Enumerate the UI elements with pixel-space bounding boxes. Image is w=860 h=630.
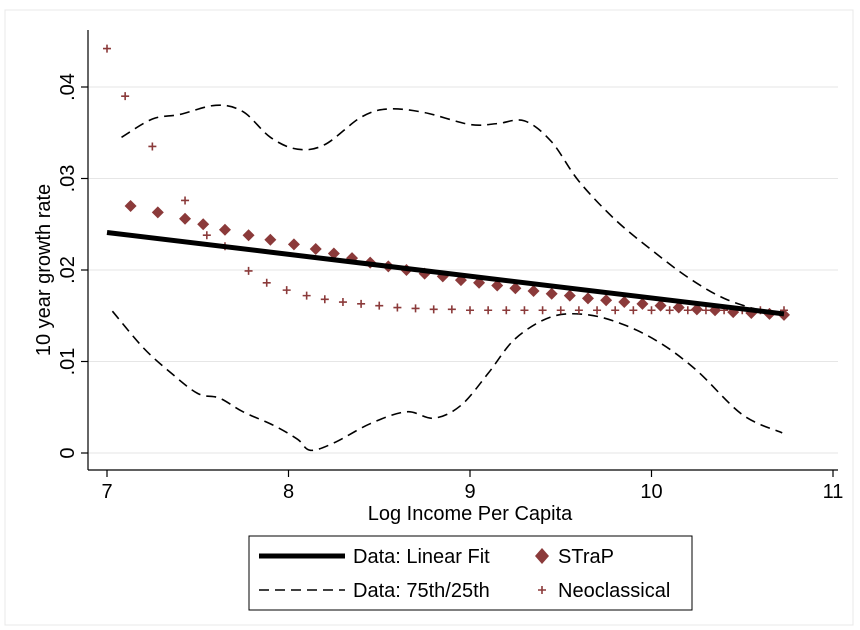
neoclassical-point (593, 306, 602, 315)
neoclassical-point (629, 306, 638, 315)
y-tick-label: .04 (57, 73, 79, 101)
x-tick-label: 11 (823, 481, 844, 503)
neoclassical-point (520, 306, 529, 315)
axes (81, 30, 838, 477)
neoclassical-point (683, 306, 692, 315)
strap-point (491, 279, 504, 292)
y-axis-title: 10 year growth rate (33, 184, 55, 356)
strap-point (151, 206, 164, 219)
neoclassical-point (262, 278, 271, 287)
x-tick-label: 10 (640, 481, 662, 503)
neoclassical-point (393, 303, 402, 312)
neoclassical-point (502, 306, 511, 315)
strap-point (618, 296, 631, 309)
neoclassical-point (357, 299, 366, 308)
strap-point (242, 229, 255, 242)
strap-point (581, 292, 594, 305)
strap-point (690, 303, 703, 316)
neoclassical-point (411, 304, 420, 313)
neoclassical-point (181, 196, 190, 205)
y-tick-label: .01 (57, 348, 79, 376)
strap-point (218, 223, 231, 236)
neoclassical-point (282, 286, 291, 295)
linear-fit-line (106, 230, 785, 317)
strap-point (654, 299, 667, 312)
strap-point (672, 301, 685, 314)
neoclassical-point (574, 306, 583, 315)
y-tick-label: .02 (57, 256, 79, 284)
grid-lines (88, 86, 838, 454)
strap-point (563, 289, 576, 302)
neoclassical-point (103, 44, 111, 53)
legend-percentile-label: Data: 75th/25th (353, 580, 490, 602)
x-tick-label: 9 (464, 481, 475, 503)
neoclassical-point (320, 295, 329, 304)
strap-point (600, 294, 613, 307)
neoclassical-point (302, 291, 311, 300)
strap-point (636, 297, 649, 310)
y-tick-label: .03 (57, 165, 79, 193)
neoclassical-point (701, 306, 710, 315)
strap-point (179, 212, 192, 225)
legend-box (248, 535, 693, 611)
legend-neoclassical-label: Neoclassical (558, 580, 670, 602)
neoclassical-point (338, 298, 347, 307)
strap-point (509, 282, 522, 295)
neoclassical-point (538, 306, 547, 315)
strap-point (309, 242, 322, 255)
x-axis-title: Log Income Per Capita (368, 503, 573, 525)
neoclassical-point (148, 142, 157, 151)
legend: Data: Linear Fit Data: 75th/25th STraP N… (248, 535, 693, 611)
neoclassical-point (429, 305, 438, 314)
percentile-75th-line (121, 104, 783, 315)
legend-linear-fit-label: Data: Linear Fit (353, 546, 490, 568)
tick-labels: 7 8 9 10 11 0 .01 .02 .03 .04 (57, 73, 843, 503)
strap-point (197, 218, 210, 231)
strap-point (287, 238, 300, 251)
neoclassical-point (647, 306, 656, 315)
series (103, 44, 790, 452)
neoclassical-point (466, 306, 474, 315)
neoclassical-point (665, 306, 674, 315)
y-tick-label: 0 (57, 447, 79, 458)
strap-point (264, 233, 277, 246)
neoclassical-point (202, 231, 211, 240)
strap-point (527, 285, 540, 298)
legend-strap-label: STraP (558, 546, 614, 568)
strap-point (545, 287, 558, 300)
neoclassical-point (484, 306, 493, 315)
legend-neoclassical-marker (538, 586, 546, 594)
neoclassical-point (556, 306, 565, 315)
neoclassical-point (375, 301, 384, 310)
outer-frame (4, 9, 854, 626)
percentile-25th-line (111, 310, 783, 452)
legend-strap-marker (535, 548, 549, 564)
strap-point (124, 199, 137, 212)
neoclassical-point (244, 266, 253, 275)
neoclassical-point (611, 306, 620, 315)
neoclassical-point (447, 305, 456, 314)
strap-point (327, 247, 340, 260)
x-tick-label: 8 (283, 481, 294, 503)
neoclassical-point (121, 92, 130, 101)
x-tick-label: 7 (101, 481, 112, 503)
